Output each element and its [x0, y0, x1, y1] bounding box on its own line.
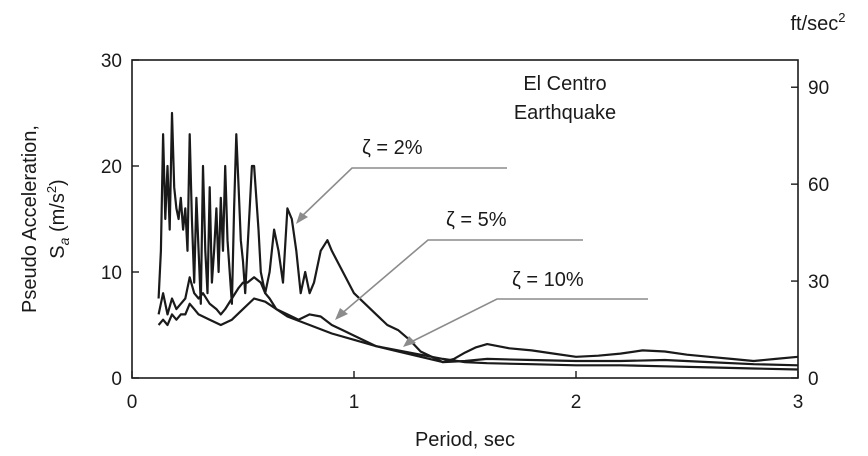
y-axis-symbol-subscript: a	[56, 237, 72, 245]
leader-zeta-10	[408, 298, 648, 344]
series-line-zeta-10	[157, 297, 799, 371]
chart-title-line2: Earthquake	[514, 102, 616, 124]
y-axis-symbol: S	[47, 245, 69, 258]
y-axis-unit-open: (m/s	[47, 193, 69, 237]
series-line-zeta-2	[157, 111, 799, 364]
leader-lines	[296, 167, 648, 347]
chart-title-line1: El Centro	[523, 73, 606, 95]
y-tick-label: 0	[111, 369, 122, 390]
leader-zeta-2	[299, 167, 507, 219]
y2-axis-unit-text: ft/sec	[790, 13, 838, 35]
label-zeta-2: ζ = 2%	[362, 137, 423, 159]
leader-zeta-5-arrowhead	[335, 308, 348, 320]
series-line-zeta-5	[157, 276, 799, 367]
leader-zeta-10-arrowhead	[403, 336, 416, 347]
x-tick-label: 3	[793, 392, 804, 413]
x-axis-title: Period, sec	[415, 429, 515, 451]
y-axis-title-line2: Sa (m/s2)	[44, 179, 72, 258]
y2-axis-unit: ft/sec2	[790, 10, 845, 35]
y2-axis-unit-superscript: 2	[838, 10, 845, 25]
y-axis-ticks: 0 10 20 30	[101, 51, 139, 390]
y-tick-label: 10	[101, 263, 122, 284]
x-axis-ticks: 0 1 2 3	[127, 371, 804, 413]
leader-zeta-5	[339, 239, 583, 316]
y2-tick-label: 90	[808, 78, 829, 99]
y-axis-title-line1: Pseudo Acceleration,	[19, 125, 41, 313]
x-tick-label: 0	[127, 392, 138, 413]
y-tick-label: 20	[101, 157, 122, 178]
y2-tick-label: 30	[808, 272, 829, 293]
x-tick-label: 1	[349, 392, 360, 413]
plot-frame	[131, 59, 799, 379]
y-axis-unit-superscript: 2	[44, 186, 59, 193]
y2-axis-ticks: 0 30 60 90	[791, 78, 829, 390]
series-group	[157, 111, 799, 371]
label-zeta-5: ζ = 5%	[446, 209, 507, 231]
leader-zeta-2-arrowhead	[296, 212, 308, 224]
y2-tick-label: 60	[808, 175, 829, 196]
label-zeta-10: ζ = 10%	[512, 269, 584, 291]
y2-tick-label: 0	[808, 369, 819, 390]
x-tick-label: 2	[571, 392, 582, 413]
y-tick-label: 30	[101, 51, 122, 72]
y-axis-unit-close: )	[47, 179, 69, 186]
